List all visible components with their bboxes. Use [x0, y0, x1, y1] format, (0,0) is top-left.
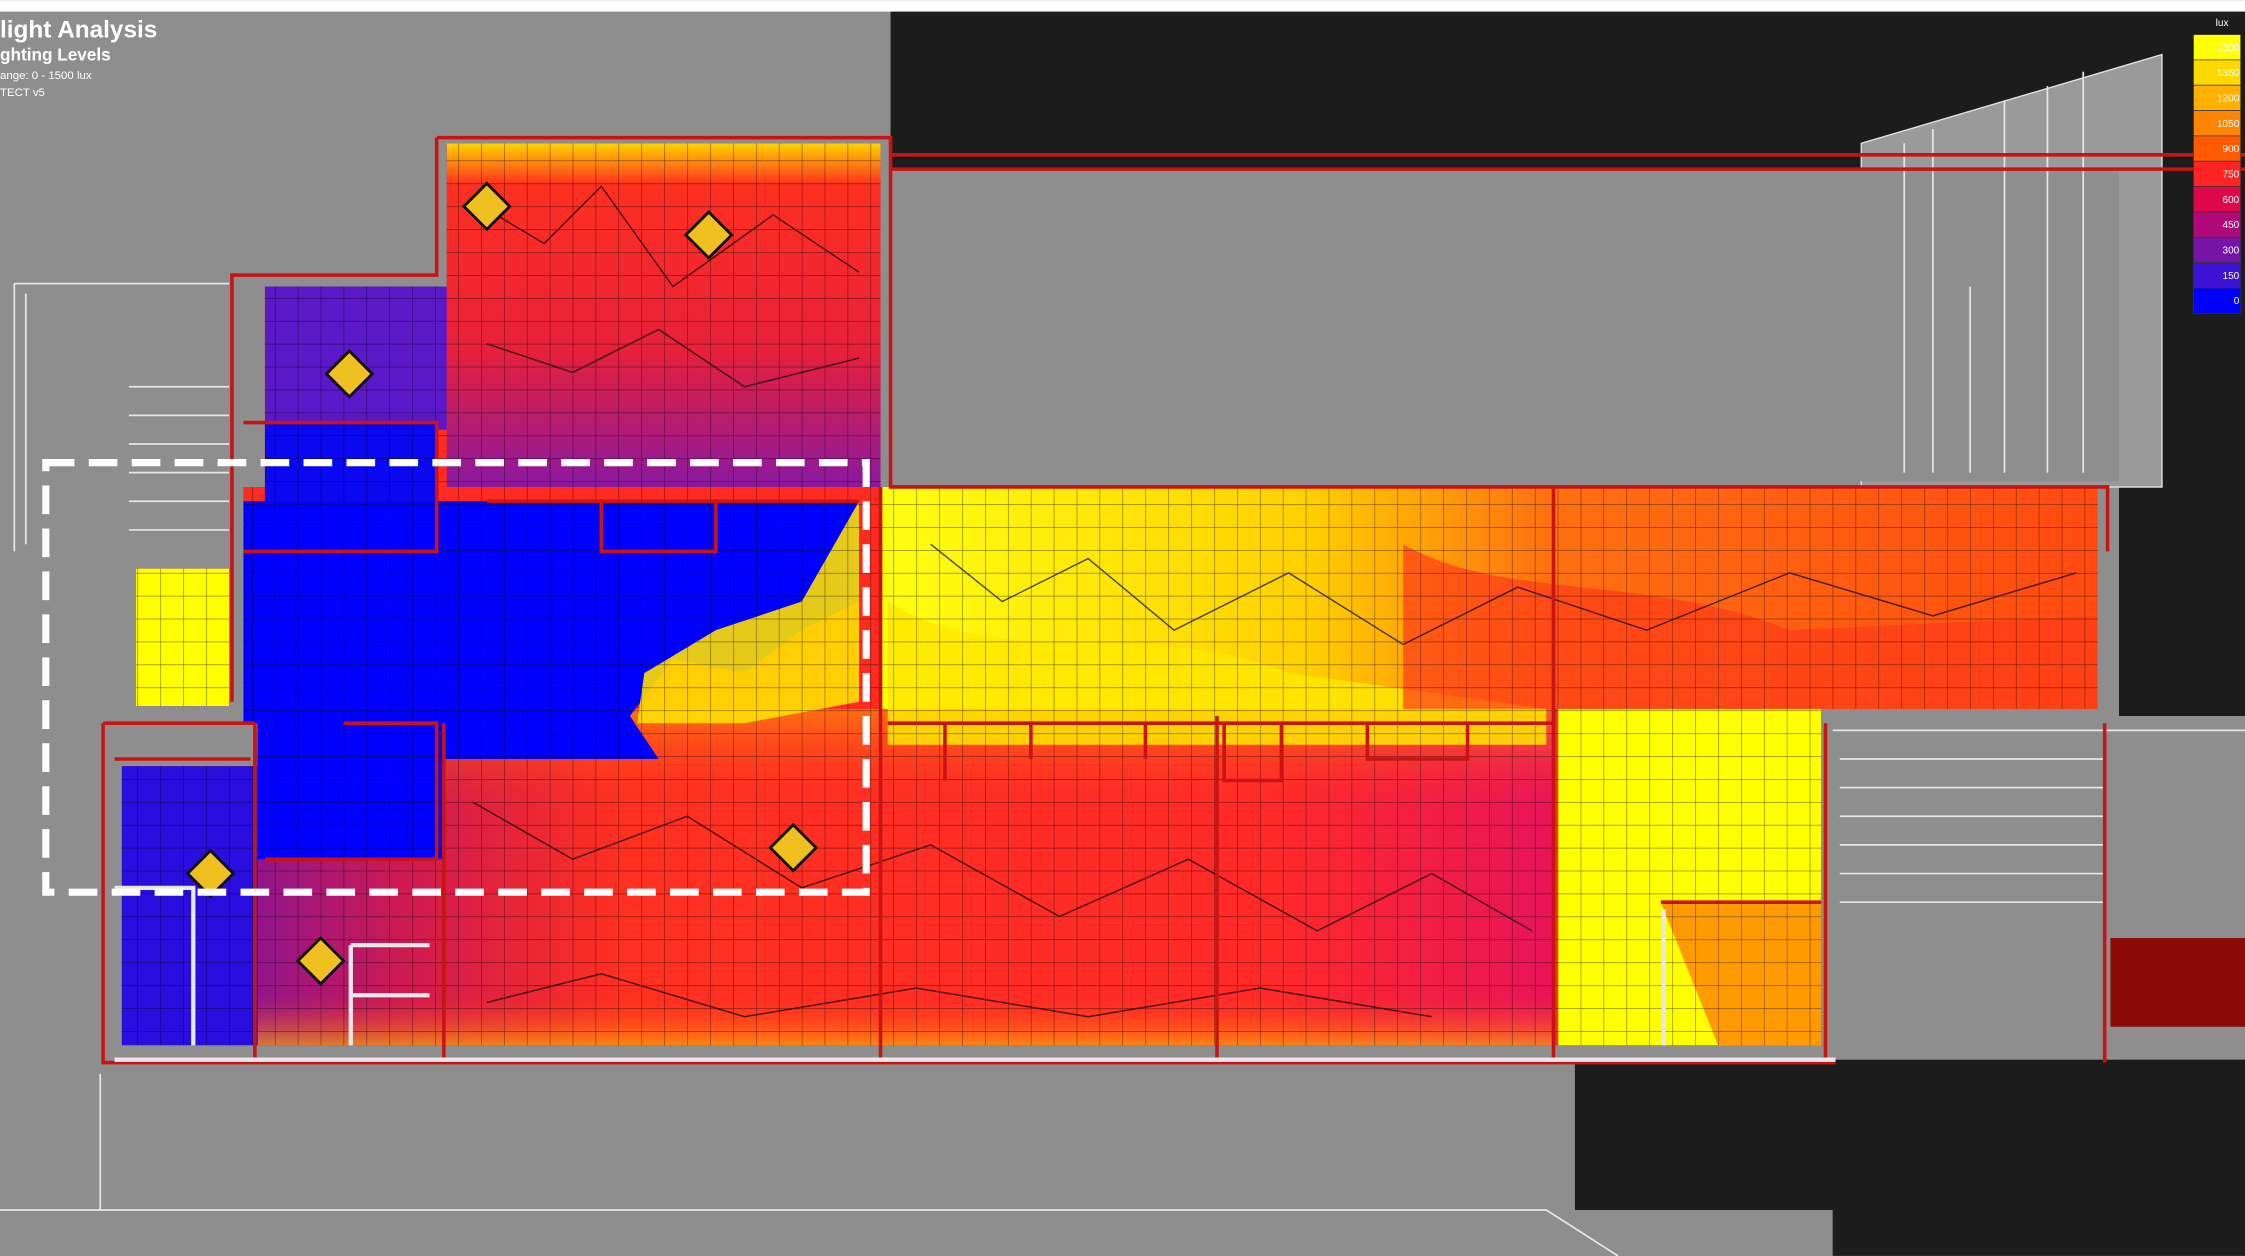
top-strip: [0, 0, 2245, 11]
legend-label: 1500: [2217, 43, 2240, 54]
legend-unit: lux: [2216, 18, 2229, 29]
page: {"header": {"title": "light Analysis", "…: [0, 0, 2245, 1256]
legend-label: 150: [2223, 271, 2240, 282]
legend-label: 1200: [2217, 93, 2240, 104]
legend-label: 600: [2223, 195, 2240, 206]
legend-label: 750: [2223, 169, 2240, 180]
red-block: [2110, 938, 2245, 1027]
legend-label: 300: [2223, 246, 2240, 257]
legend-label: 0: [2234, 296, 2240, 307]
analysis-view: light Analysis ghting Levels ange: 0 - 1…: [0, 0, 2245, 1256]
courtyard: [891, 169, 2119, 481]
range: ange: 0 - 1500 lux: [0, 70, 92, 82]
title: light Analysis: [0, 16, 157, 43]
software: TECT v5: [0, 87, 45, 99]
legend-label: 1350: [2217, 68, 2240, 79]
subtitle: ghting Levels: [0, 44, 111, 64]
legend-label: 900: [2223, 144, 2240, 155]
legend-label: 450: [2223, 220, 2240, 231]
legend-label: 1050: [2217, 119, 2240, 130]
